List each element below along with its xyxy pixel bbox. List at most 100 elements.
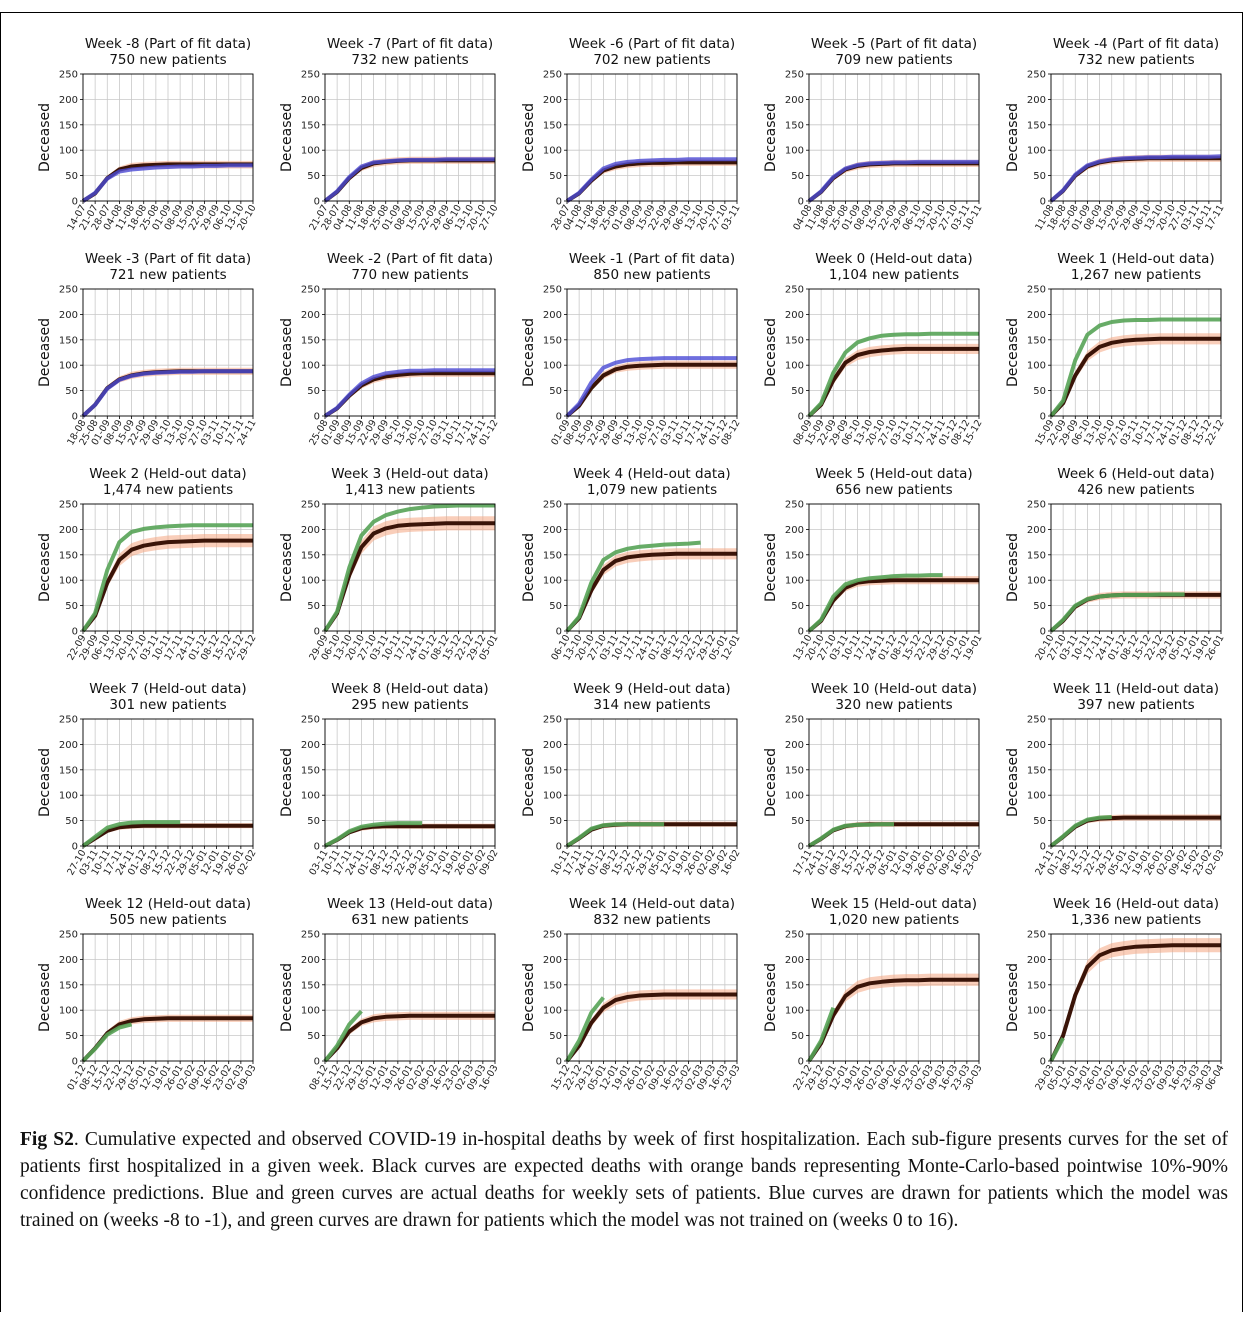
y-tick-label: 50 — [307, 601, 320, 612]
y-axis-label: Deceased — [763, 318, 779, 387]
observed-line — [807, 573, 943, 633]
y-tick-label: 250 — [785, 285, 804, 296]
figure-frame — [0, 12, 1243, 1312]
y-tick-label: 100 — [543, 576, 562, 587]
y-tick-label: 100 — [1027, 361, 1046, 372]
y-tick-label: 200 — [543, 740, 562, 751]
subplot-title: Week -8 (Part of fit data) — [85, 36, 251, 52]
y-tick-label: 200 — [59, 310, 78, 321]
y-axis-label: Deceased — [763, 963, 779, 1032]
observed-line — [807, 1007, 836, 1063]
observed-line — [81, 523, 253, 633]
y-tick-label: 200 — [543, 95, 562, 106]
y-tick-label: 200 — [59, 955, 78, 966]
subplot-subtitle: 732 new patients — [351, 52, 468, 68]
y-tick-label: 200 — [1027, 740, 1046, 751]
observed-line — [1049, 592, 1185, 633]
subplot-7: 05010015020025001-0908-0915-0922-0929-09… — [521, 251, 743, 447]
subplot-title: Week 3 (Held-out data) — [331, 466, 488, 482]
subplot-subtitle: 397 new patients — [1077, 697, 1194, 713]
y-tick-label: 0 — [798, 842, 804, 853]
observed-line — [1049, 317, 1221, 418]
y-tick-label: 0 — [556, 627, 562, 638]
y-tick-label: 100 — [785, 791, 804, 802]
subplot-subtitle: 656 new patients — [835, 482, 952, 498]
y-tick-label: 150 — [785, 980, 804, 991]
subplot-9: 05010015020025015-0922-0929-0906-1013-10… — [1005, 251, 1227, 447]
observed-line — [807, 331, 979, 418]
subplot-19: 05010015020025024-1101-1208-1215-1222-12… — [1005, 681, 1227, 877]
y-tick-label: 0 — [798, 627, 804, 638]
confidence-band — [325, 516, 495, 631]
y-tick-label: 100 — [1027, 1006, 1046, 1017]
y-tick-label: 0 — [72, 627, 78, 638]
y-tick-label: 100 — [1027, 146, 1046, 157]
subplot-24: 05010015020025029-0305-0112-0119-0126-01… — [1005, 896, 1227, 1092]
expected-line — [81, 823, 253, 848]
y-axis-label: Deceased — [37, 533, 53, 602]
y-tick-label: 250 — [1027, 285, 1046, 296]
observed-line — [81, 1022, 133, 1063]
y-axis-label: Deceased — [37, 103, 53, 172]
y-tick-label: 50 — [791, 171, 804, 182]
y-tick-label: 0 — [556, 412, 562, 423]
y-tick-label: 0 — [1040, 627, 1046, 638]
y-axis-label: Deceased — [279, 318, 295, 387]
y-tick-label: 200 — [59, 95, 78, 106]
y-tick-label: 200 — [301, 525, 320, 536]
figure-caption: Fig S2. Cumulative expected and observed… — [20, 1126, 1228, 1234]
y-tick-label: 50 — [307, 386, 320, 397]
y-axis-label: Deceased — [521, 963, 537, 1032]
y-axis-label: Deceased — [1005, 318, 1021, 387]
y-tick-label: 50 — [65, 1031, 78, 1042]
observed-line — [565, 356, 737, 418]
observed-line — [1049, 815, 1112, 848]
y-tick-label: 0 — [1040, 412, 1046, 423]
y-tick-label: 50 — [307, 171, 320, 182]
y-tick-label: 50 — [65, 386, 78, 397]
y-axis-label: Deceased — [1005, 748, 1021, 817]
observed-line — [323, 503, 495, 633]
subplot-subtitle: 1,020 new patients — [829, 912, 959, 928]
y-tick-label: 150 — [301, 120, 320, 131]
y-tick-label: 200 — [1027, 310, 1046, 321]
observed-line — [807, 159, 979, 203]
y-tick-label: 200 — [1027, 955, 1046, 966]
y-tick-label: 150 — [301, 980, 320, 991]
subplot-subtitle: 505 new patients — [109, 912, 226, 928]
y-tick-label: 150 — [301, 550, 320, 561]
y-tick-label: 50 — [1033, 816, 1046, 827]
subplot-title: Week 12 (Held-out data) — [85, 896, 251, 912]
subplot-title: Week 7 (Held-out data) — [89, 681, 246, 697]
y-axis-label: Deceased — [37, 748, 53, 817]
y-tick-label: 0 — [798, 1057, 804, 1068]
expected-line — [565, 551, 737, 633]
subplot-subtitle: 702 new patients — [593, 52, 710, 68]
observed-line — [323, 368, 495, 418]
y-tick-label: 200 — [543, 955, 562, 966]
y-tick-label: 100 — [543, 361, 562, 372]
y-tick-label: 100 — [785, 1006, 804, 1017]
subplot-subtitle: 709 new patients — [835, 52, 952, 68]
subplot-20: 05010015020025001-1208-1215-1222-1229-12… — [37, 896, 259, 1092]
subplot-11: 05010015020025029-0906-1013-1020-1027-10… — [279, 466, 501, 662]
subplot-title: Week -7 (Part of fit data) — [327, 36, 493, 52]
y-axis-label: Deceased — [521, 748, 537, 817]
y-axis-label: Deceased — [763, 103, 779, 172]
confidence-band — [325, 156, 495, 201]
subplot-title: Week 2 (Held-out data) — [89, 466, 246, 482]
subplot-21: 05010015020025008-1215-1222-1229-1205-01… — [279, 896, 501, 1092]
expected-line — [565, 992, 737, 1063]
expected-line — [323, 1013, 495, 1063]
y-tick-label: 50 — [65, 816, 78, 827]
subplot-subtitle: 314 new patients — [593, 697, 710, 713]
y-tick-label: 250 — [543, 500, 562, 511]
subplot-17: 05010015020025010-1117-1124-1101-1208-12… — [521, 681, 743, 877]
y-tick-label: 100 — [1027, 791, 1046, 802]
subplot-subtitle: 721 new patients — [109, 267, 226, 283]
subplot-2: 05010015020025028-0704-0811-0818-0825-08… — [521, 36, 743, 232]
subplot-5: 05010015020025018-0825-0801-0908-0915-09… — [37, 251, 259, 447]
subplot-12: 05010015020025006-1013-1020-1027-1003-11… — [521, 466, 743, 662]
y-tick-label: 200 — [543, 525, 562, 536]
figure-grid: 05010015020025014-0721-0728-0704-0811-08… — [37, 36, 1227, 1092]
